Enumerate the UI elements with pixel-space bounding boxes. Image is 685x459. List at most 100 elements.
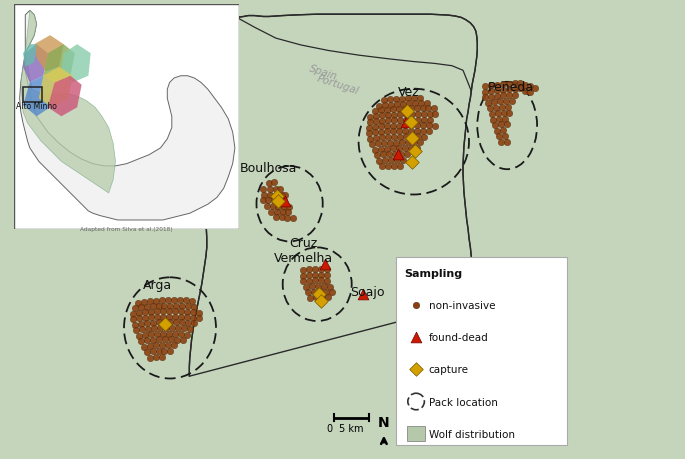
Point xyxy=(158,308,169,315)
Point xyxy=(492,128,503,135)
Point xyxy=(314,288,325,295)
Point xyxy=(384,151,395,158)
Point xyxy=(486,88,497,95)
Polygon shape xyxy=(412,0,573,303)
Point xyxy=(497,81,508,89)
Point xyxy=(170,308,181,315)
Text: Soajo: Soajo xyxy=(351,285,385,298)
Point xyxy=(482,100,493,107)
Point xyxy=(418,128,429,135)
Point xyxy=(161,325,172,332)
Point xyxy=(127,310,138,318)
Point xyxy=(165,319,176,326)
Text: Spain: Spain xyxy=(308,63,338,82)
Point xyxy=(405,145,416,152)
Point xyxy=(502,104,513,112)
Point xyxy=(388,118,399,125)
Point xyxy=(377,134,388,142)
Point xyxy=(162,341,173,349)
Point xyxy=(261,203,272,210)
Point xyxy=(379,157,390,164)
Text: Pack location: Pack location xyxy=(429,397,497,407)
Point xyxy=(135,304,146,311)
Point xyxy=(377,151,388,159)
Point xyxy=(501,139,512,146)
Point xyxy=(406,133,417,140)
Point xyxy=(364,130,375,138)
Point xyxy=(386,157,397,164)
Point xyxy=(490,105,501,112)
Point xyxy=(170,313,181,321)
Point xyxy=(324,283,335,291)
Point xyxy=(377,112,388,120)
Point xyxy=(388,134,399,141)
Point xyxy=(175,331,186,338)
Polygon shape xyxy=(23,45,36,67)
Point xyxy=(303,289,314,297)
Point xyxy=(415,100,426,107)
Point xyxy=(406,122,416,129)
Point xyxy=(156,341,167,349)
Point xyxy=(189,303,200,311)
Point xyxy=(158,313,169,321)
Point xyxy=(369,108,380,116)
Point xyxy=(180,297,191,304)
Point xyxy=(171,336,182,344)
Point xyxy=(370,124,381,131)
Point xyxy=(134,315,145,322)
Point xyxy=(412,117,423,124)
Point xyxy=(388,112,399,119)
Point xyxy=(398,101,409,108)
Point xyxy=(142,337,153,344)
Point xyxy=(135,320,146,328)
Point xyxy=(373,140,384,148)
Point xyxy=(308,288,319,296)
Point xyxy=(273,204,284,211)
Point xyxy=(272,193,283,200)
Point xyxy=(410,100,421,107)
Point xyxy=(509,80,520,88)
Point xyxy=(139,331,150,339)
Point xyxy=(175,308,186,315)
Point xyxy=(153,319,164,326)
Point xyxy=(153,336,164,343)
Point xyxy=(425,117,436,124)
Point xyxy=(312,282,323,290)
Point xyxy=(393,151,403,159)
Point xyxy=(145,354,155,362)
Point xyxy=(492,93,503,100)
Point xyxy=(177,302,188,310)
Point xyxy=(388,129,399,136)
Point xyxy=(305,295,316,302)
Point xyxy=(492,110,503,118)
Point xyxy=(397,139,408,146)
Point xyxy=(183,303,194,310)
Point xyxy=(271,185,282,193)
Point xyxy=(322,266,333,273)
Point xyxy=(479,89,490,96)
Point xyxy=(147,348,158,355)
Point xyxy=(428,105,439,112)
Point xyxy=(406,117,417,124)
Point xyxy=(327,289,338,296)
Point xyxy=(382,162,393,170)
Point xyxy=(127,316,138,323)
Polygon shape xyxy=(48,77,82,117)
Point xyxy=(321,288,332,296)
Point xyxy=(410,302,421,309)
Point xyxy=(165,348,176,355)
Point xyxy=(530,85,540,93)
Point xyxy=(273,198,284,206)
Point xyxy=(387,106,398,114)
Point xyxy=(138,298,149,306)
Point xyxy=(268,197,279,205)
Point xyxy=(397,96,408,103)
Point xyxy=(486,111,497,118)
Point xyxy=(398,157,409,164)
Point xyxy=(423,128,434,135)
Point xyxy=(267,203,278,210)
Point xyxy=(193,315,204,322)
Point xyxy=(497,87,508,94)
Point xyxy=(304,277,315,285)
Point xyxy=(509,92,520,99)
